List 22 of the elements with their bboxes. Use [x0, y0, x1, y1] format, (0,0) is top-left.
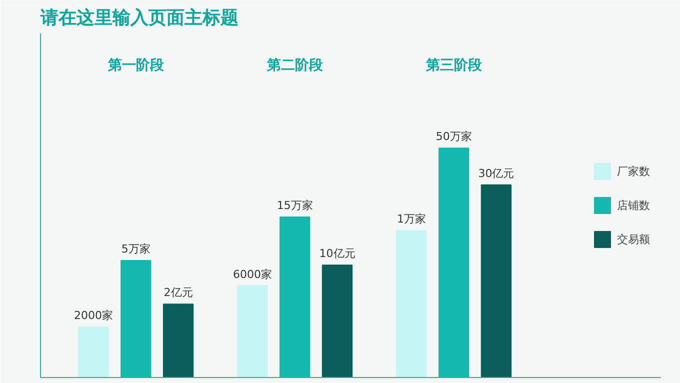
legend-label: 厂家数: [617, 164, 650, 178]
x-tick-label: 第二阶段: [266, 58, 324, 74]
bar: [480, 184, 512, 378]
annotation: 10亿元: [319, 247, 356, 260]
x-tick-label: 第三阶段: [424, 58, 483, 74]
legend-label: 交易额: [617, 232, 650, 246]
annotation: 30亿元: [478, 166, 514, 180]
bar: [162, 304, 194, 378]
annotation: 2000家: [74, 309, 113, 322]
bar: [396, 230, 427, 378]
bar: [78, 326, 109, 378]
text: 50万家: [436, 130, 472, 144]
bar: [322, 264, 353, 378]
bar: [237, 285, 268, 378]
legend-label: 店铺数: [617, 198, 650, 212]
annotation: 2亿元: [164, 286, 193, 300]
x-tick-label: 第一阶段: [106, 58, 165, 74]
annotation: 6000家: [232, 268, 272, 281]
annotation: 1万家: [396, 212, 426, 226]
annotation: 15万家: [276, 198, 313, 212]
annotation: 5万家: [121, 242, 150, 256]
chart-title: 请在这里输入页面主标题: [40, 8, 238, 28]
